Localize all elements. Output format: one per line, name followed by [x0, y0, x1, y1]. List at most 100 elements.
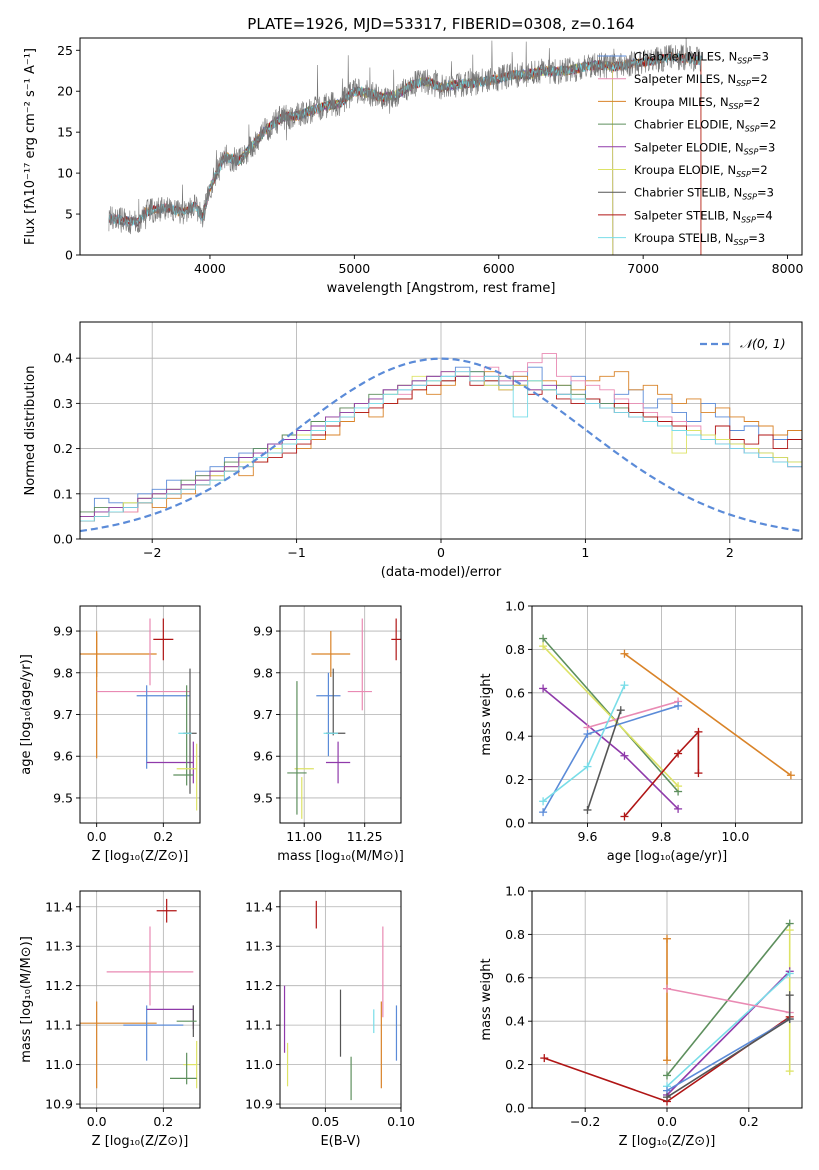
weight-marker — [663, 984, 671, 993]
y-tick-label: 15 — [57, 125, 73, 140]
y-tick-label: 11.1 — [45, 1018, 73, 1033]
weight-marker — [674, 749, 683, 758]
y-tick-label: 11.0 — [45, 1057, 73, 1072]
mass_vs_EBV-frame — [279, 890, 402, 1109]
y-tick-label: 9.8 — [253, 665, 273, 680]
x-tick-label: 0.2 — [153, 829, 173, 844]
weight-marker — [674, 782, 683, 791]
x-axis-label: Z [log₁₀(Z/Z⊙)] — [92, 849, 189, 864]
spectrum-axes: 4000 5000 6000 7000 8000 0 5 10 15 20 25 wavelength… — [23, 37, 804, 296]
weight-line — [542, 684, 626, 802]
residuals-plot-area — [80, 353, 802, 539]
x-tick-label: 0.2 — [739, 1114, 759, 1129]
y-tick-label: 11.1 — [245, 1018, 273, 1033]
legend-entry: Kroupa STELIB, NSSP=3 — [634, 231, 765, 247]
weight-marker — [674, 804, 683, 813]
weight-marker — [694, 727, 703, 736]
y-tick-label: 9.9 — [53, 624, 73, 639]
mass_vs_Z-axes: 0.0 0.2 10.9 11.0 11.1 11.2 11.3 11.4 Z [log₁₀(Z… — [19, 890, 201, 1149]
y-axis-label: Normed distribution — [23, 366, 38, 496]
weight-marker — [539, 797, 548, 806]
x-axis-label: Z [log₁₀(Z/Z⊙)] — [92, 1134, 189, 1149]
y-tick-label: 1.0 — [505, 884, 525, 899]
x-tick-label: 11.00 — [286, 829, 322, 844]
weight-marker — [663, 934, 671, 943]
histogram-step — [80, 371, 802, 539]
observed-spectrum-line — [108, 38, 702, 235]
model-spectrum-line — [108, 51, 702, 255]
y-tick-label: 9.8 — [53, 665, 73, 680]
x-tick-label: 4000 — [194, 261, 226, 276]
x-tick-label: −2 — [143, 545, 161, 560]
chart-title: PLATE=1926, MJD=53317, FIBERID=0308, z=0… — [247, 15, 634, 33]
weight-line — [666, 1018, 791, 1092]
y-tick-label: 9.6 — [53, 749, 73, 764]
histogram-step — [80, 371, 802, 539]
age_vs_Z-plot-area — [80, 618, 198, 811]
legend-entry: 𝒩(0, 1) — [740, 336, 786, 351]
x-tick-label: 0.0 — [657, 1114, 677, 1129]
residuals-axes: −2 −1 0 1 2 0.0 0.1 0.2 0.3 0.4 (data-model)/error… — [23, 321, 803, 580]
weight-line — [666, 995, 791, 1098]
x-axis-label: (data-model)/error — [381, 565, 502, 580]
legend-entry: Chabrier STELIB, NSSP=3 — [634, 186, 774, 202]
weight-marker — [694, 769, 703, 778]
histogram-step — [80, 353, 802, 539]
x-tick-label: 0.0 — [87, 829, 107, 844]
weight-marker — [620, 812, 629, 821]
spectrum-plot-area — [108, 38, 702, 255]
weight-marker — [786, 771, 795, 780]
y-tick-label: 0.0 — [505, 816, 525, 831]
y-tick-label: 9.9 — [253, 624, 273, 639]
age_vs_Z-axes: 0.0 0.2 9.5 9.6 9.7 9.8 9.9 Z [log₁₀(Z/Z⊙)] age … — [19, 605, 201, 864]
y-tick-label: 11.4 — [245, 899, 273, 914]
weight-line — [542, 705, 679, 813]
y-tick-label: 11.2 — [245, 978, 273, 993]
residuals-legend: 𝒩(0, 1) — [700, 336, 786, 351]
mass_vs_EBV-plot-area — [283, 900, 398, 1101]
weight-marker — [674, 701, 683, 710]
x-tick-label: 2 — [726, 545, 734, 560]
legend-entry: Chabrier MILES, NSSP=3 — [634, 50, 769, 66]
y-tick-label: 0.4 — [505, 1014, 525, 1029]
y-tick-label: 9.5 — [253, 790, 273, 805]
histogram-step — [80, 371, 802, 539]
y-axis-label: mass [log₁₀(M/M⊙)] — [19, 936, 34, 1063]
x-axis-label: Z [log₁₀(Z/Z⊙)] — [619, 1134, 716, 1149]
legend-entry: Salpeter STELIB, NSSP=4 — [634, 208, 773, 224]
weight-marker — [620, 649, 629, 658]
weight-line — [666, 987, 790, 1014]
weight_vs_age-frame — [531, 605, 803, 824]
y-tick-label: 9.7 — [53, 707, 73, 722]
weight-line — [624, 653, 792, 776]
y-tick-label: 0.6 — [505, 685, 525, 700]
errorbar-point — [153, 618, 174, 661]
histogram-step — [80, 366, 802, 539]
y-tick-label: 0.0 — [505, 1101, 525, 1116]
model-spectrum-line — [108, 53, 702, 228]
weight-marker — [785, 991, 794, 1000]
legend-entry: Salpeter MILES, NSSP=2 — [634, 72, 768, 88]
age_vs_mass-axes: 11.00 11.25 9.5 9.6 9.7 9.8 9.9 mass [log₁₀(M/M… — [253, 605, 404, 864]
histogram-step — [80, 375, 802, 539]
x-tick-label: 11.25 — [347, 829, 383, 844]
y-tick-label: 10.9 — [245, 1097, 273, 1112]
weight-marker — [663, 1093, 671, 1102]
x-tick-label: −1 — [287, 545, 305, 560]
y-tick-label: 0.1 — [53, 486, 73, 501]
y-tick-label: 9.6 — [253, 749, 273, 764]
errorbar-point — [156, 898, 177, 923]
weight-marker — [785, 969, 794, 978]
x-axis-label: E(B-V) — [320, 1134, 360, 1149]
y-tick-label: 0.2 — [53, 441, 73, 456]
histogram-step — [80, 371, 802, 539]
x-tick-label: 0.10 — [387, 1114, 415, 1129]
y-tick-label: 0.8 — [505, 927, 525, 942]
weight_vs_age-plot-area — [539, 634, 795, 821]
x-tick-label: 0.2 — [153, 1114, 173, 1129]
weight-marker — [583, 762, 592, 771]
weight-marker — [539, 642, 548, 651]
y-tick-label: 0.2 — [505, 772, 525, 787]
histogram-step — [80, 371, 802, 539]
